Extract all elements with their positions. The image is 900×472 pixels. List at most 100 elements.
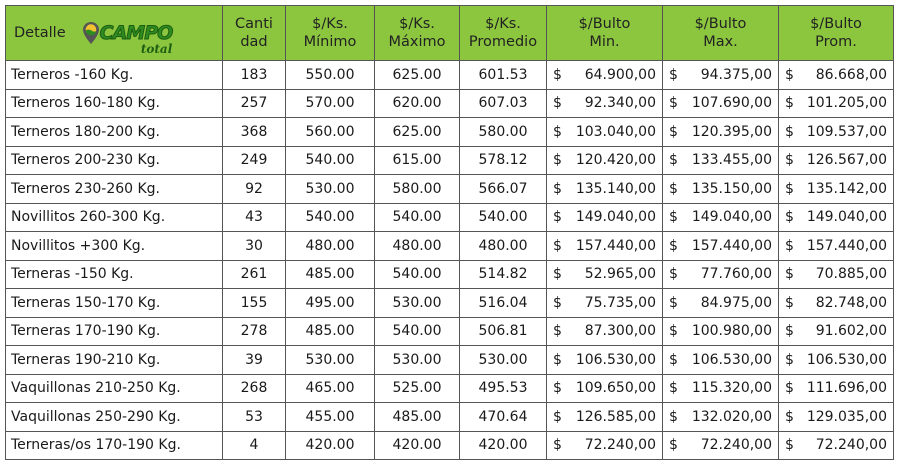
cell-value: 30 — [222, 231, 286, 261]
currency-symbol: $ — [669, 351, 678, 368]
cell-value: 268 — [222, 373, 286, 403]
currency-symbol: $ — [669, 209, 678, 226]
cell-value: 485.00 — [285, 316, 375, 346]
table-row: Terneras 150-170 Kg. 155 495.00 530.00 516.0… — [5, 288, 894, 318]
amount: 82.748,00 — [815, 294, 887, 311]
cell-detalle: Terneras 150-170 Kg. — [5, 288, 223, 318]
cell-money: $87.300,00 — [546, 316, 663, 346]
amount: 107.690,00 — [691, 95, 772, 112]
currency-symbol: $ — [553, 380, 562, 397]
currency-symbol: $ — [785, 323, 794, 340]
currency-symbol: $ — [553, 351, 562, 368]
cell-money: $109.537,00 — [778, 117, 894, 147]
cell-value: 506.81 — [459, 316, 547, 346]
currency-symbol: $ — [785, 123, 794, 140]
amount: 101.205,00 — [806, 95, 887, 112]
cell-value: 53 — [222, 402, 286, 432]
amount: 120.395,00 — [691, 123, 772, 140]
amount: 111.696,00 — [806, 380, 887, 397]
currency-symbol: $ — [553, 180, 562, 197]
currency-symbol: $ — [553, 209, 562, 226]
cell-detalle: Novillitos 260-300 Kg. — [5, 202, 223, 232]
cell-value: 530.00 — [285, 345, 375, 375]
cell-value: 39 — [222, 345, 286, 375]
cell-detalle: Terneros 160-180 Kg. — [5, 88, 223, 118]
header-column-line: Máximo — [388, 34, 446, 50]
table-row: Terneras 190-210 Kg. 39 530.00 530.00 530.00… — [5, 345, 894, 375]
header-column: $/Bulto Prom. — [778, 5, 894, 61]
currency-symbol: $ — [669, 95, 678, 112]
header-column-line: Prom. — [815, 34, 857, 50]
cell-money: $115.320,00 — [662, 373, 779, 403]
cell-money: $135.150,00 — [662, 174, 779, 204]
cell-value: 601.53 — [459, 60, 547, 90]
currency-symbol: $ — [553, 266, 562, 283]
amount: 132.020,00 — [691, 408, 772, 425]
cell-value: 580.00 — [459, 117, 547, 147]
cell-money: $149.040,00 — [778, 202, 894, 232]
cell-money: $149.040,00 — [546, 202, 663, 232]
cell-value: 615.00 — [374, 145, 460, 175]
cell-money: $94.375,00 — [662, 60, 779, 90]
currency-symbol: $ — [553, 237, 562, 254]
map-pin-icon — [82, 22, 99, 44]
cell-value: 4 — [222, 430, 286, 460]
currency-symbol: $ — [553, 95, 562, 112]
header-column-line: $/Bulto — [694, 16, 747, 32]
cell-value: 183 — [222, 60, 286, 90]
amount: 72.240,00 — [584, 437, 656, 454]
amount: 84.975,00 — [700, 294, 772, 311]
header-detalle-label: Detalle — [14, 25, 66, 41]
table-row: Terneras 170-190 Kg. 278 485.00 540.00 506.8… — [5, 316, 894, 346]
cell-value: 420.00 — [459, 430, 547, 460]
currency-symbol: $ — [785, 351, 794, 368]
amount: 133.455,00 — [691, 152, 772, 169]
amount: 100.980,00 — [691, 323, 772, 340]
amount: 52.965,00 — [584, 266, 656, 283]
currency-symbol: $ — [785, 408, 794, 425]
header-column: $/Bulto Max. — [662, 5, 779, 61]
amount: 92.340,00 — [584, 95, 656, 112]
cell-money: $101.205,00 — [778, 88, 894, 118]
cell-money: $106.530,00 — [546, 345, 663, 375]
amount: 103.040,00 — [575, 123, 656, 140]
cell-detalle: Terneras -150 Kg. — [5, 259, 223, 289]
cell-value: 495.00 — [285, 288, 375, 318]
cell-detalle: Terneras 190-210 Kg. — [5, 345, 223, 375]
cell-value: 540.00 — [374, 202, 460, 232]
cell-detalle: Novillitos +300 Kg. — [5, 231, 223, 261]
currency-symbol: $ — [785, 66, 794, 83]
amount: 109.650,00 — [575, 380, 656, 397]
currency-symbol: $ — [553, 294, 562, 311]
currency-symbol: $ — [553, 437, 562, 454]
cell-detalle: Terneras 170-190 Kg. — [5, 316, 223, 346]
cell-money: $77.760,00 — [662, 259, 779, 289]
amount: 94.375,00 — [700, 66, 772, 83]
currency-symbol: $ — [785, 209, 794, 226]
cell-value: 257 — [222, 88, 286, 118]
amount: 106.530,00 — [806, 351, 887, 368]
cell-value: 92 — [222, 174, 286, 204]
cell-value: 155 — [222, 288, 286, 318]
cell-money: $82.748,00 — [778, 288, 894, 318]
cell-money: $72.240,00 — [778, 430, 894, 460]
currency-symbol: $ — [553, 408, 562, 425]
currency-symbol: $ — [785, 180, 794, 197]
amount: 157.440,00 — [575, 237, 656, 254]
currency-symbol: $ — [669, 180, 678, 197]
cell-money: $149.040,00 — [662, 202, 779, 232]
cell-money: $135.142,00 — [778, 174, 894, 204]
cell-value: 514.82 — [459, 259, 547, 289]
currency-symbol: $ — [669, 237, 678, 254]
cell-money: $64.900,00 — [546, 60, 663, 90]
cell-value: 540.00 — [459, 202, 547, 232]
amount: 135.142,00 — [806, 180, 887, 197]
currency-symbol: $ — [785, 95, 794, 112]
table-row: Terneros -160 Kg. 183 550.00 625.00 601.53 $6… — [5, 60, 894, 90]
cell-detalle: Terneros -160 Kg. — [5, 60, 223, 90]
header-column: Canti dad — [222, 5, 286, 61]
header-column-line: $/Ks. — [485, 16, 521, 32]
header-column-line: Canti — [235, 16, 273, 32]
header-column-line: Mínimo — [303, 34, 357, 50]
cell-value: 540.00 — [374, 316, 460, 346]
